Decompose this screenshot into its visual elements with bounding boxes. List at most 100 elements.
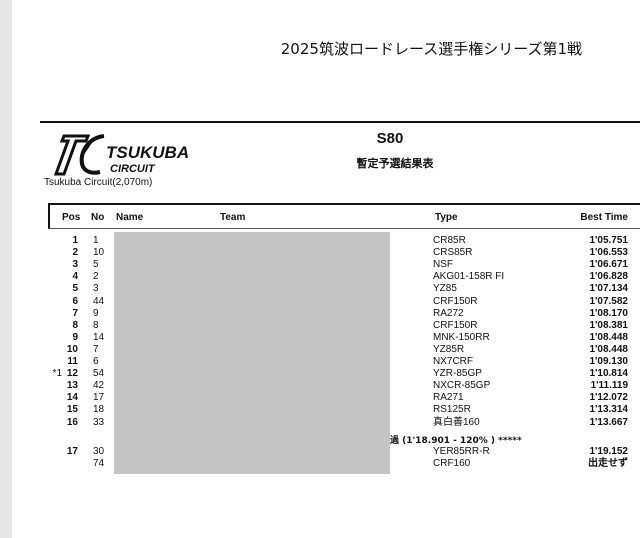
row-type: CRF160 bbox=[433, 458, 471, 469]
row-pos: 10 bbox=[66, 343, 78, 355]
table-row: 8 8 CRF150R 1'08.381 bbox=[0, 320, 640, 332]
row-number: 7 bbox=[93, 343, 99, 355]
row-best-time: 1'07.582 bbox=[589, 295, 628, 307]
row-pos: 11 bbox=[67, 356, 78, 367]
row-best-time: 1'08.381 bbox=[589, 319, 628, 331]
row-type: CRS85R bbox=[433, 247, 473, 259]
table-row: 11 6 NX7CRF 1'09.130 bbox=[0, 356, 640, 368]
row-number: 74 bbox=[93, 458, 105, 469]
table-row: 9 14 MNK-150RR 1'08.448 bbox=[0, 332, 640, 344]
table-row: 5 3 YZ85 1'07.134 bbox=[0, 283, 640, 295]
row-best-time: 1'19.152 bbox=[589, 446, 628, 457]
row-pos: 14 bbox=[66, 392, 78, 404]
table-row: 14 17 RA271 1'12.072 bbox=[0, 392, 640, 404]
table-row: 74 CRF160 出走せず bbox=[0, 458, 640, 470]
row-pos: 4 bbox=[72, 271, 78, 283]
table-row: 15 18 RS125R 1'13.314 bbox=[0, 404, 640, 416]
table-row: 17 30 YER85RR-R 1'19.152 bbox=[0, 446, 640, 458]
row-number: 5 bbox=[93, 259, 99, 271]
row-pos: 17 bbox=[66, 446, 78, 457]
row-number: 9 bbox=[93, 307, 99, 319]
row-type: CRF150R bbox=[433, 295, 478, 307]
row-number: 54 bbox=[93, 368, 105, 380]
row-number: 3 bbox=[93, 283, 99, 295]
row-best-time: 1'08.448 bbox=[589, 331, 628, 343]
tsukuba-circuit-logo: TSUKUBA CIRCUIT bbox=[44, 130, 224, 181]
row-pos: 3 bbox=[72, 259, 78, 271]
header-rule bbox=[40, 121, 640, 123]
row-number: 10 bbox=[93, 247, 105, 259]
svg-text:TSUKUBA: TSUKUBA bbox=[106, 143, 189, 162]
row-number: 2 bbox=[93, 271, 99, 283]
row-type: CR85R bbox=[433, 235, 466, 246]
row-pos: 6 bbox=[72, 295, 78, 307]
row-best-time: 1'11.119 bbox=[590, 380, 628, 392]
table-row: 13 42 NXCR-85GP 1'11.119 bbox=[0, 380, 640, 392]
row-number: 8 bbox=[93, 319, 99, 331]
row-pos: 15 bbox=[66, 404, 78, 416]
col-name: Name bbox=[116, 212, 144, 223]
row-type: CRF150R bbox=[433, 319, 478, 331]
col-best-time: Best Time bbox=[580, 212, 628, 223]
table-row: *1 12 54 YZR-85GP 1'10.814 bbox=[0, 368, 640, 380]
left-margin-strip bbox=[0, 0, 12, 538]
row-best-time: 1'07.134 bbox=[589, 283, 628, 295]
row-type: NXCR-85GP bbox=[433, 380, 491, 392]
row-type: NSF bbox=[433, 259, 453, 271]
row-number: 30 bbox=[93, 446, 105, 457]
row-best-time: 1'06.671 bbox=[589, 259, 628, 271]
cutoff-separator: 過 (1'18.901 - 120% ) ***** bbox=[390, 436, 522, 446]
row-number: 44 bbox=[93, 295, 105, 307]
row-type: NX7CRF bbox=[433, 356, 474, 367]
row-best-time: 出走せず bbox=[588, 458, 628, 469]
row-number: 17 bbox=[93, 392, 105, 404]
row-pos: 8 bbox=[72, 319, 78, 331]
table-row: 1 1 CR85R 1'05.751 bbox=[0, 235, 640, 247]
row-type: RA272 bbox=[433, 307, 464, 319]
row-number: 6 bbox=[93, 356, 99, 367]
row-number: 1 bbox=[93, 235, 99, 246]
table-row: 4 2 AKG01-158R FI 1'06.828 bbox=[0, 271, 640, 283]
row-pos: 13 bbox=[66, 380, 78, 392]
row-type: YER85RR-R bbox=[433, 446, 490, 457]
row-mark: *1 bbox=[52, 368, 62, 380]
row-type: YZ85 bbox=[433, 283, 457, 295]
row-best-time: 1'09.130 bbox=[589, 356, 628, 367]
row-best-time: 1'13.667 bbox=[589, 416, 628, 428]
row-number: 14 bbox=[93, 331, 105, 343]
row-type: RS125R bbox=[433, 404, 471, 416]
row-best-time: 1'06.828 bbox=[589, 271, 628, 283]
table-row: 10 7 YZ85R 1'08.448 bbox=[0, 344, 640, 356]
class-name: S80 bbox=[376, 130, 404, 147]
table-row: 7 9 RA272 1'08.170 bbox=[0, 308, 640, 320]
row-number: 18 bbox=[93, 404, 105, 416]
row-best-time: 1'10.814 bbox=[589, 368, 628, 380]
row-pos: 16 bbox=[66, 416, 78, 428]
row-best-time: 1'13.314 bbox=[589, 404, 628, 416]
row-number: 33 bbox=[93, 416, 105, 428]
col-pos: Pos bbox=[62, 212, 81, 223]
row-best-time: 1'08.170 bbox=[589, 307, 628, 319]
row-number: 42 bbox=[93, 380, 105, 392]
row-pos: 5 bbox=[72, 283, 78, 295]
circuit-name: Tsukuba Circuit(2,070m) bbox=[44, 177, 153, 188]
row-type: 真白善160 bbox=[433, 416, 480, 428]
row-pos: 9 bbox=[72, 331, 78, 343]
row-best-time: 1'05.751 bbox=[589, 235, 628, 246]
table-row: 2 10 CRS85R 1'06.553 bbox=[0, 247, 640, 259]
row-best-time: 1'06.553 bbox=[589, 247, 628, 259]
row-type: YZ85R bbox=[433, 343, 465, 355]
row-type: MNK-150RR bbox=[433, 331, 490, 343]
row-best-time: 1'12.072 bbox=[589, 392, 628, 404]
event-title: 2025筑波ロードレース選手権シリーズ第1戦 bbox=[280, 40, 582, 58]
row-pos: 7 bbox=[72, 307, 78, 319]
col-type: Type bbox=[435, 212, 458, 223]
col-team: Team bbox=[220, 212, 246, 223]
row-pos: 1 bbox=[72, 235, 78, 246]
table-row: 6 44 CRF150R 1'07.582 bbox=[0, 296, 640, 308]
row-type: RA271 bbox=[433, 392, 464, 404]
svg-text:CIRCUIT: CIRCUIT bbox=[110, 163, 156, 175]
table-header: Pos No Name Team Type Best Time bbox=[48, 203, 640, 229]
row-pos: 2 bbox=[72, 247, 78, 259]
result-subtitle: 暫定予選結果表 bbox=[356, 157, 434, 170]
